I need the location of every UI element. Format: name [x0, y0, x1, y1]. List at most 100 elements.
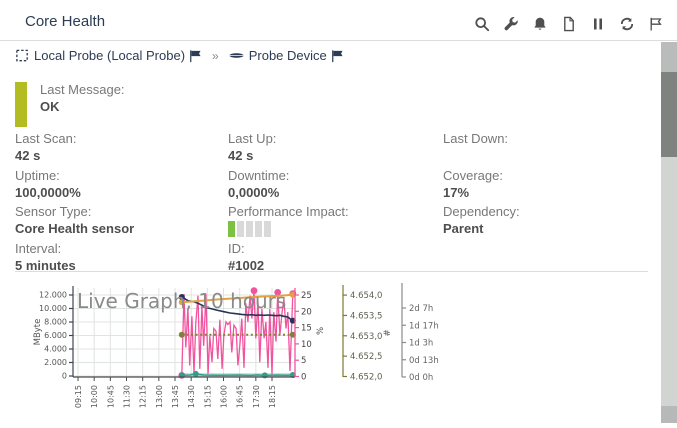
info-label: Last Up:: [228, 131, 277, 146]
svg-text:10:00: 10:00: [90, 385, 99, 408]
svg-text:4.652,5: 4.652,5: [350, 352, 382, 362]
svg-text:10: 10: [301, 340, 312, 350]
svg-text:6.000: 6.000: [44, 331, 67, 340]
scrollbar-thumb[interactable]: [661, 72, 677, 157]
svg-text:25: 25: [301, 291, 312, 301]
info-value: 42 s: [228, 148, 254, 163]
document-icon[interactable]: [561, 16, 577, 32]
svg-text:16:45: 16:45: [236, 385, 245, 408]
y-axis-label-hash: #: [383, 329, 393, 337]
info-label: Performance Impact:: [228, 204, 349, 220]
info-value: 17%: [443, 184, 470, 200]
svg-text:12:15: 12:15: [139, 385, 148, 408]
svg-text:0d 0h: 0d 0h: [409, 373, 433, 383]
svg-text:0: 0: [301, 373, 306, 383]
info-value: #1002: [228, 257, 265, 273]
breadcrumb: Local Probe (Local Probe) » Probe Device: [15, 48, 345, 63]
flag-icon: [189, 49, 203, 63]
info-value: 100,0000%: [15, 184, 81, 200]
info-label: ID:: [228, 240, 245, 256]
svg-text:10.000: 10.000: [39, 304, 67, 313]
impact-bar: [255, 221, 262, 238]
svg-text:4.653,0: 4.653,0: [350, 332, 382, 342]
svg-text:4.654,0: 4.654,0: [350, 291, 382, 301]
info-value: 42 s: [15, 148, 41, 163]
impact-bar: [264, 221, 271, 238]
probe-icon: [15, 48, 30, 63]
svg-text:14:30: 14:30: [187, 385, 196, 408]
svg-text:1d 3h: 1d 3h: [409, 339, 433, 349]
info-value: 5 minutes: [15, 257, 76, 273]
svg-text:4.653,5: 4.653,5: [350, 311, 382, 321]
svg-text:17:30: 17:30: [252, 385, 261, 408]
divider: [15, 271, 648, 272]
svg-text:0: 0: [62, 372, 67, 381]
svg-text:15:15: 15:15: [203, 385, 212, 408]
y-axis-label-pct: %: [316, 327, 326, 335]
live-graph[interactable]: 0 2.000 4.000 6.000 8.000 10.000 12.000 MByte 09…: [0, 273, 470, 423]
header: Core Health: [0, 0, 677, 41]
info-cell: Sensor Type: Core Health sensor: [15, 204, 228, 241]
info-cell: Coverage: 17%: [443, 168, 648, 205]
info-label: Sensor Type:: [15, 204, 92, 220]
svg-text:09:15: 09:15: [74, 385, 83, 408]
status-block: Last Message: OK: [15, 82, 125, 127]
svg-text:8.000: 8.000: [44, 318, 67, 327]
svg-text:4.000: 4.000: [44, 345, 67, 354]
bell-icon[interactable]: [532, 16, 548, 32]
breadcrumb-item-probe[interactable]: Local Probe (Local Probe): [15, 48, 203, 63]
breadcrumb-item-device[interactable]: Probe Device: [228, 48, 345, 63]
y-axis-label-left: MByte: [33, 319, 43, 346]
breadcrumb-separator: »: [212, 48, 219, 63]
info-cell: Uptime: 100,0000%: [15, 168, 228, 205]
impact-bar: [237, 221, 244, 238]
info-label: Uptime:: [15, 167, 60, 183]
device-icon: [228, 48, 245, 63]
sensor-info-grid: Last Scan: 42 s Last Up: 42 s Last Down: Upti…: [15, 131, 648, 277]
svg-text:11:30: 11:30: [123, 385, 132, 408]
last-message-label: Last Message:: [40, 82, 125, 97]
info-label: Dependency:: [443, 204, 520, 220]
svg-text:12.000: 12.000: [39, 291, 67, 300]
info-value: Core Health sensor: [15, 221, 135, 237]
breadcrumb-label: Probe Device: [248, 48, 327, 63]
info-label: Coverage:: [443, 167, 503, 183]
svg-text:13:00: 13:00: [155, 385, 164, 408]
performance-impact-bars: [228, 221, 443, 238]
pause-icon[interactable]: [590, 16, 606, 32]
chart-title: Live Graph, 10 hours: [77, 289, 286, 313]
svg-text:5: 5: [301, 356, 306, 366]
svg-text:18:15: 18:15: [268, 385, 277, 408]
scrollbar-track-bottom[interactable]: [661, 406, 677, 423]
impact-bar: [228, 221, 235, 238]
svg-text:16:00: 16:00: [220, 385, 229, 408]
scrollbar-track-upper[interactable]: [661, 42, 677, 72]
svg-text:20: 20: [301, 307, 312, 317]
scrollbar[interactable]: [661, 42, 677, 423]
info-value: 0,0000%: [228, 184, 280, 200]
info-label: Last Down:: [443, 131, 509, 146]
info-cell: Dependency: Parent: [443, 204, 648, 241]
svg-text:13:45: 13:45: [171, 385, 180, 408]
search-icon[interactable]: [474, 16, 490, 32]
info-label: Downtime:: [228, 167, 290, 183]
breadcrumb-label: Local Probe (Local Probe): [34, 48, 186, 63]
svg-text:1d 17h: 1d 17h: [409, 321, 439, 331]
last-message-value: OK: [40, 99, 60, 114]
svg-text:2.000: 2.000: [44, 358, 67, 367]
info-cell: Interval: 5 minutes: [15, 241, 228, 278]
svg-text:4.652,0: 4.652,0: [350, 373, 382, 383]
wrench-icon[interactable]: [503, 16, 519, 32]
refresh-icon[interactable]: [619, 16, 635, 32]
svg-text:2d 7h: 2d 7h: [409, 304, 433, 314]
info-cell: Performance Impact:: [228, 204, 443, 241]
info-label: Interval:: [15, 240, 62, 256]
page-title: Core Health: [25, 13, 106, 30]
flag-icon: [331, 49, 345, 63]
info-value: Parent: [443, 221, 484, 237]
header-toolbar: [474, 16, 664, 32]
info-cell: Last Scan: 42 s: [15, 131, 228, 168]
info-cell: Last Down:: [443, 131, 648, 168]
flag-icon[interactable]: [648, 16, 664, 32]
info-cell: Downtime: 0,0000%: [228, 168, 443, 205]
